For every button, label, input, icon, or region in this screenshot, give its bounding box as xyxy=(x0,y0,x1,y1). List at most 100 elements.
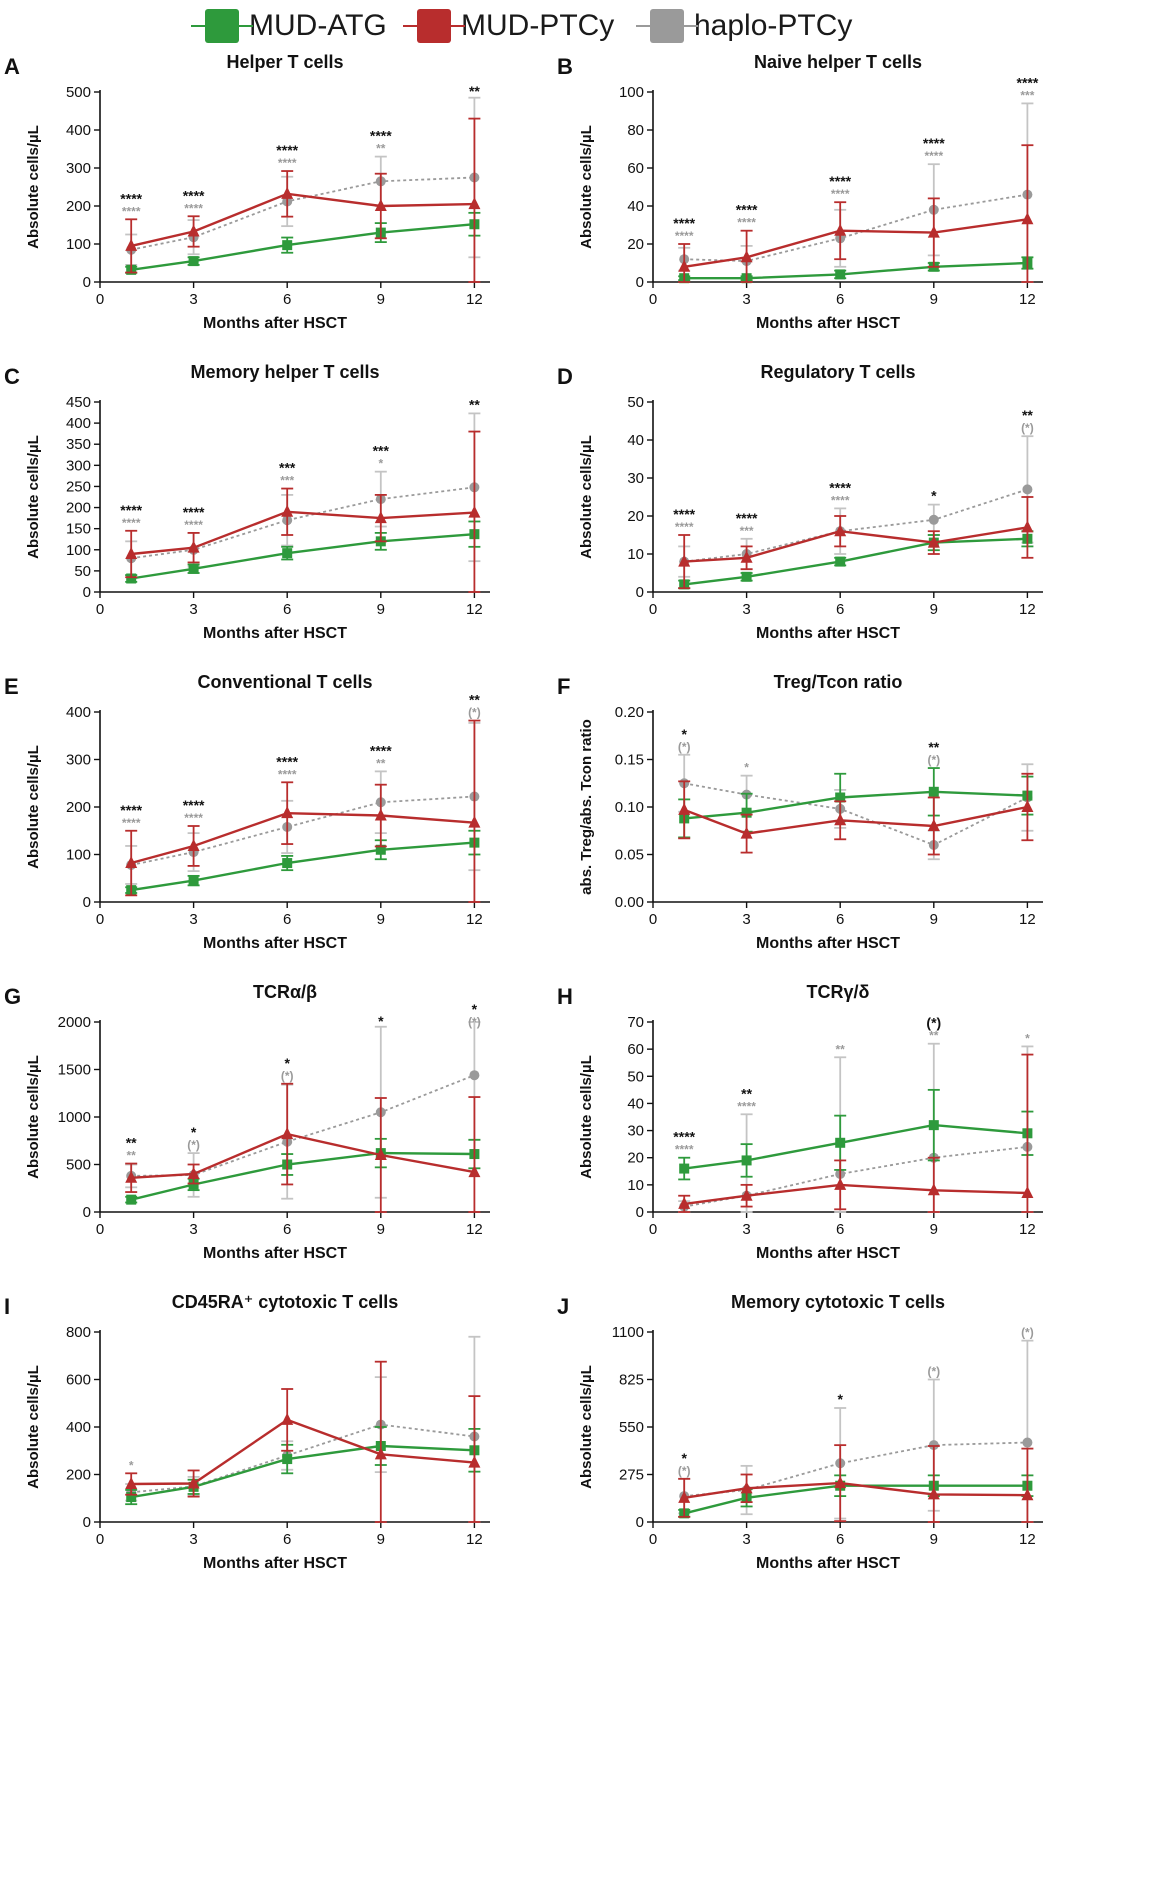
series-mud-atg xyxy=(125,1426,481,1506)
y-tick-label: 30 xyxy=(627,1123,644,1140)
y-axis-label: Absolute cells/µL xyxy=(578,125,595,249)
y-tick-label: 250 xyxy=(66,478,91,495)
series-line xyxy=(684,526,1028,563)
x-tick-label: 6 xyxy=(283,911,291,928)
y-tick-label: 0.20 xyxy=(615,704,644,721)
legend-label-mud-atg: MUD-ATG xyxy=(249,9,387,42)
data-point xyxy=(927,1487,940,1500)
x-tick-label: 12 xyxy=(1019,291,1036,308)
series-mud-ptcy xyxy=(678,772,1034,856)
sig-black-label: ** xyxy=(126,1135,137,1151)
sig-black-label: * xyxy=(191,1124,197,1140)
data-point xyxy=(927,819,940,831)
sig-gray-label: ** xyxy=(929,1029,939,1043)
data-point xyxy=(187,1476,200,1489)
y-tick-label: 825 xyxy=(619,1372,644,1389)
x-tick-label: 9 xyxy=(930,291,938,308)
sig-black-label: **** xyxy=(276,142,298,158)
y-tick-label: 0 xyxy=(636,1514,644,1531)
data-point xyxy=(188,1179,199,1190)
x-tick-label: 9 xyxy=(377,601,385,618)
x-tick-label: 6 xyxy=(836,291,844,308)
y-tick-label: 0 xyxy=(83,274,91,291)
y-axis-label: Absolute cells/µL xyxy=(25,1365,42,1489)
data-point xyxy=(125,547,138,559)
y-tick-label: 40 xyxy=(627,198,644,215)
series-mud-ptcy xyxy=(678,1053,1034,1213)
data-point xyxy=(188,256,199,267)
x-axis-label: Months after HSCT xyxy=(756,935,900,952)
x-tick-label: 12 xyxy=(1019,1531,1036,1548)
y-tick-label: 1100 xyxy=(612,1324,644,1341)
data-point xyxy=(834,524,847,537)
panel-j: J Memory cytotoxic T cells 0 275 550 825 1100 0… xyxy=(557,1292,1043,1572)
series-mud-ptcy xyxy=(678,496,1034,590)
panel-a: A Helper T cells 0 100 200 300 400 500 0 3 6 9 12 Mon… xyxy=(4,52,490,332)
x-tick-label: 0 xyxy=(96,291,104,308)
series-line xyxy=(130,811,475,865)
x-tick-label: 3 xyxy=(189,911,197,928)
legend-label-haplo-ptcy: haplo-PTCy xyxy=(694,9,853,42)
y-tick-label: 0 xyxy=(83,894,91,911)
data-point xyxy=(125,1170,138,1183)
series-mud-atg xyxy=(678,1474,1034,1519)
sig-black-label: **** xyxy=(1017,74,1039,90)
sig-black-label: ** xyxy=(469,396,480,412)
x-tick-label: 6 xyxy=(836,1221,844,1238)
x-tick-label: 6 xyxy=(283,601,291,618)
x-axis-label: Months after HSCT xyxy=(203,1245,347,1262)
series-line xyxy=(131,223,475,271)
x-tick-label: 9 xyxy=(377,1221,385,1238)
x-tick-label: 6 xyxy=(836,1531,844,1548)
y-tick-label: 300 xyxy=(66,752,91,769)
x-tick-label: 12 xyxy=(466,911,483,928)
sig-black-label: **** xyxy=(673,506,695,522)
series-mud-ptcy xyxy=(125,1082,481,1213)
y-axis-label: Absolute cells/µL xyxy=(25,125,42,249)
y-axis-label: Absolute cells/µL xyxy=(578,435,595,559)
y-tick-label: 150 xyxy=(66,521,91,538)
sig-black-label: **** xyxy=(673,1129,695,1145)
data-point xyxy=(125,1477,138,1489)
sig-gray-label: **** xyxy=(675,1143,694,1157)
series-line xyxy=(131,1444,475,1499)
data-point xyxy=(468,505,481,518)
y-axis-label: Absolute cells/µL xyxy=(578,1365,595,1489)
data-point xyxy=(741,807,752,818)
data-point xyxy=(678,1490,691,1503)
sig-gray-label: **** xyxy=(184,201,203,215)
legend-label-mud-ptcy: MUD-PTCy xyxy=(461,9,615,42)
x-tick-label: 0 xyxy=(96,911,104,928)
data-point xyxy=(281,1412,294,1425)
y-tick-label: 550 xyxy=(619,1419,644,1436)
series-line xyxy=(684,1183,1028,1206)
data-point xyxy=(678,554,691,567)
sig-black-label: **** xyxy=(736,510,758,526)
data-point xyxy=(187,1167,200,1179)
sig-black-label: * xyxy=(378,1013,384,1029)
panel-letter: D xyxy=(557,364,573,389)
y-tick-label: 400 xyxy=(66,415,91,432)
sig-gray-label: * xyxy=(744,761,749,775)
y-axis-label: abs. Treg/abs. Tcon ratio xyxy=(578,719,595,895)
sig-gray-label: * xyxy=(129,1458,134,1472)
sig-black-label: **** xyxy=(370,742,392,758)
x-tick-label: 12 xyxy=(1019,1221,1036,1238)
series-mud-atg xyxy=(125,1137,481,1205)
x-axis-label: Months after HSCT xyxy=(756,315,900,332)
y-tick-label: 400 xyxy=(66,704,91,721)
sig-gray-label: (*) xyxy=(187,1138,200,1152)
sig-gray-label: ** xyxy=(836,1042,846,1056)
x-axis-label: Months after HSCT xyxy=(756,1555,900,1572)
panel-title: Memory helper T cells xyxy=(190,362,379,382)
x-tick-label: 9 xyxy=(930,911,938,928)
mud-atg-swatch-icon xyxy=(191,9,253,43)
panel-g: G TCRα/β 0 500 1000 1500 2000 0 3 6 9 12 Months afte… xyxy=(4,982,490,1262)
sig-gray-label: **** xyxy=(278,156,297,170)
series-line xyxy=(131,795,475,866)
data-point xyxy=(281,1127,294,1140)
data-point xyxy=(282,548,293,559)
series-line xyxy=(131,1132,475,1179)
y-tick-label: 40 xyxy=(627,432,644,449)
panel-letter: B xyxy=(557,54,573,79)
